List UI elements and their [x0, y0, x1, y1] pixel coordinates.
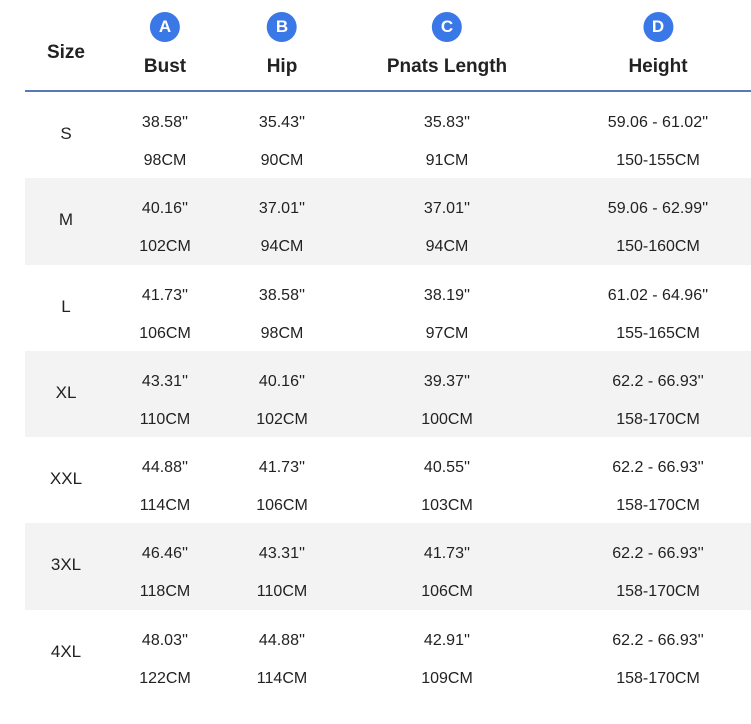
column-badge-b: B	[266, 12, 297, 42]
height-inch-value: 62.2 - 66.93''	[612, 372, 704, 390]
table-row: 3XL 46.46'' 118CM 43.31'' 110CM 41.73'' …	[0, 523, 751, 610]
hip-cm-value: 114CM	[256, 669, 308, 687]
size-label: 3XL	[50, 555, 82, 575]
height-inch-value: 59.06 - 62.99''	[607, 200, 709, 218]
bust-inch-value: 38.58''	[141, 114, 189, 131]
height-inch-value: 62.2 - 66.93''	[612, 545, 704, 563]
table-row: XXL 44.88'' 114CM 41.73'' 106CM 40.55'' …	[0, 437, 751, 523]
bust-inch-value: 43.31''	[141, 372, 189, 390]
table-row: S 38.58'' 98CM 35.43'' 90CM 35.83'' 91CM…	[0, 92, 751, 178]
hip-inch-value: 43.31''	[258, 545, 306, 563]
pants-length-inch-value: 40.55''	[423, 459, 471, 477]
bust-inch-value: 46.46''	[141, 545, 189, 563]
bust-inch-value: 41.73''	[141, 286, 189, 304]
height-cm-value: 158-170CM	[616, 669, 700, 687]
bust-cm-value: 118CM	[139, 583, 191, 601]
column-title-bust: Bust	[143, 56, 187, 77]
height-cm-value: 158-170CM	[616, 583, 700, 601]
bust-inch-value: 48.03''	[141, 631, 189, 649]
pants-length-inch-value: 38.19''	[423, 286, 471, 304]
height-cm-value: 150-155CM	[616, 152, 700, 169]
pants-length-cm-value: 109CM	[421, 669, 473, 687]
column-title-pants-length: Pnats Length	[386, 56, 508, 77]
size-chart-header: Size A Bust B Hip C Pnats Length D Heigh…	[0, 0, 751, 92]
pants-length-cm-value: 106CM	[421, 583, 473, 601]
hip-cm-value: 98CM	[260, 324, 304, 342]
pants-length-inch-value: 42.91''	[423, 631, 471, 649]
hip-inch-value: 40.16''	[258, 372, 306, 390]
table-row: M 40.16'' 102CM 37.01'' 94CM 37.01'' 94C…	[0, 178, 751, 265]
bust-cm-value: 102CM	[139, 238, 191, 256]
column-badge-d: D	[642, 12, 673, 42]
size-label: L	[61, 296, 71, 316]
size-column-header: Size	[46, 42, 86, 63]
hip-cm-value: 102CM	[256, 410, 308, 428]
height-cm-value: 158-170CM	[616, 410, 700, 428]
height-cm-value: 155-165CM	[616, 324, 700, 342]
bust-cm-value: 98CM	[143, 152, 187, 169]
pants-length-inch-value: 35.83''	[423, 114, 471, 131]
size-label: XL	[55, 382, 77, 402]
table-row: L 41.73'' 106CM 38.58'' 98CM 38.19'' 97C…	[0, 265, 751, 351]
hip-inch-value: 41.73''	[258, 459, 306, 477]
hip-inch-value: 35.43''	[258, 114, 306, 131]
height-column-header: D Height	[628, 0, 688, 92]
pants-length-inch-value: 37.01''	[423, 200, 471, 218]
hip-inch-value: 44.88''	[258, 631, 306, 649]
height-inch-value: 61.02 - 64.96''	[607, 286, 709, 304]
hip-inch-value: 38.58''	[258, 286, 306, 304]
size-label: S	[60, 124, 72, 143]
table-row: 4XL 48.03'' 122CM 44.88'' 114CM 42.91'' …	[0, 610, 751, 696]
hip-cm-value: 94CM	[260, 238, 304, 256]
pants-length-cm-value: 100CM	[421, 410, 473, 428]
bust-cm-value: 122CM	[139, 669, 191, 687]
pants-length-cm-value: 97CM	[425, 324, 469, 342]
height-cm-value: 150-160CM	[616, 238, 700, 256]
size-label: 4XL	[50, 641, 82, 661]
size-label: M	[58, 210, 74, 230]
height-inch-value: 59.06 - 61.02''	[607, 114, 709, 131]
column-badge-a: A	[149, 12, 180, 42]
hip-cm-value: 106CM	[256, 497, 308, 515]
bust-cm-value: 106CM	[139, 324, 191, 342]
row-background	[25, 178, 751, 265]
height-cm-value: 158-170CM	[616, 497, 700, 515]
column-title-height: Height	[628, 56, 688, 77]
pants-length-cm-value: 103CM	[421, 497, 473, 515]
column-title-hip: Hip	[266, 56, 298, 77]
hip-column-header: B Hip	[266, 0, 298, 92]
header-divider	[25, 90, 751, 92]
pants-length-column-header: C Pnats Length	[387, 0, 507, 92]
table-row: XL 43.31'' 110CM 40.16'' 102CM 39.37'' 1…	[0, 350, 751, 438]
pants-length-cm-value: 94CM	[425, 238, 469, 256]
bust-inch-value: 40.16''	[141, 200, 189, 218]
row-background	[25, 523, 751, 610]
hip-cm-value: 90CM	[260, 152, 304, 169]
bust-inch-value: 44.88''	[141, 459, 189, 477]
pants-length-inch-value: 41.73''	[423, 545, 471, 563]
height-inch-value: 62.2 - 66.93''	[612, 459, 704, 477]
height-inch-value: 62.2 - 66.93''	[612, 631, 704, 649]
pants-length-inch-value: 39.37''	[423, 372, 471, 390]
row-background	[25, 350, 751, 438]
hip-inch-value: 37.01''	[258, 200, 306, 218]
pants-length-cm-value: 91CM	[425, 152, 469, 169]
bust-cm-value: 110CM	[139, 410, 191, 428]
bust-column-header: A Bust	[144, 0, 186, 92]
size-table-body: S 38.58'' 98CM 35.43'' 90CM 35.83'' 91CM…	[0, 92, 751, 696]
size-label: XXL	[49, 469, 83, 489]
bust-cm-value: 114CM	[139, 497, 191, 515]
column-badge-c: C	[432, 12, 462, 42]
hip-cm-value: 110CM	[256, 583, 308, 601]
